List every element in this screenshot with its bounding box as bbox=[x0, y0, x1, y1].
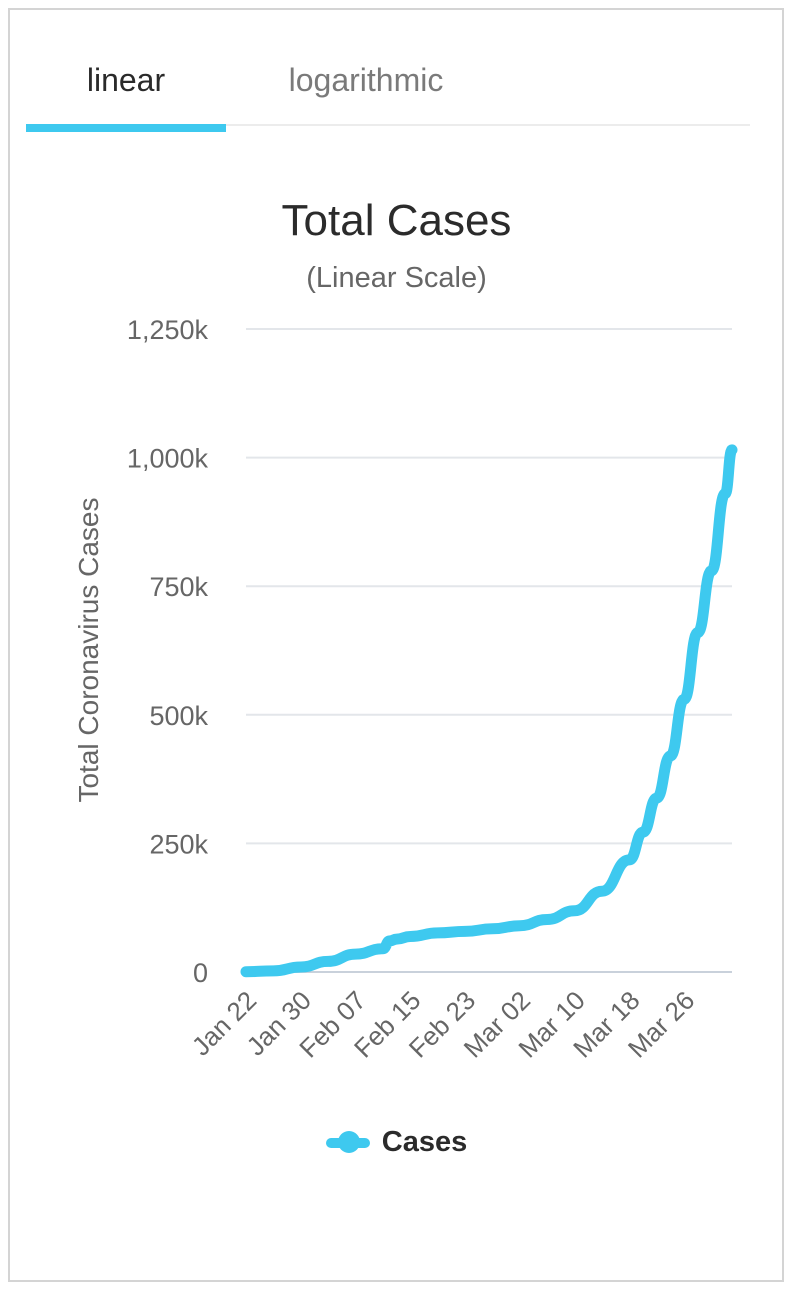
y-tick-label: 750k bbox=[149, 572, 208, 602]
series-line-cases bbox=[240, 444, 738, 978]
tab-logarithmic[interactable]: logarithmic bbox=[288, 62, 444, 98]
legend-label-cases: Cases bbox=[381, 1126, 468, 1158]
chart-title: Total Cases bbox=[281, 196, 512, 245]
chart-card bbox=[8, 8, 784, 1282]
y-tick-label: 250k bbox=[149, 829, 208, 859]
y-tick-label: 1,250k bbox=[127, 315, 209, 345]
chart-legend[interactable]: Cases bbox=[0, 1126, 793, 1159]
chart-subtitle: (Linear Scale) bbox=[306, 262, 487, 294]
legend-swatch-cases bbox=[325, 1131, 370, 1154]
y-axis-label: Total Coronavirus Cases bbox=[73, 497, 104, 802]
y-tick-label: 0 bbox=[193, 958, 208, 988]
active-tab-indicator bbox=[26, 124, 226, 132]
y-tick-label: 1,000k bbox=[127, 444, 209, 474]
tab-divider bbox=[26, 124, 750, 126]
y-tick-label: 500k bbox=[149, 701, 208, 731]
tab-linear[interactable]: linear bbox=[86, 62, 166, 98]
scale-tabs: linear logarithmic bbox=[26, 40, 750, 136]
